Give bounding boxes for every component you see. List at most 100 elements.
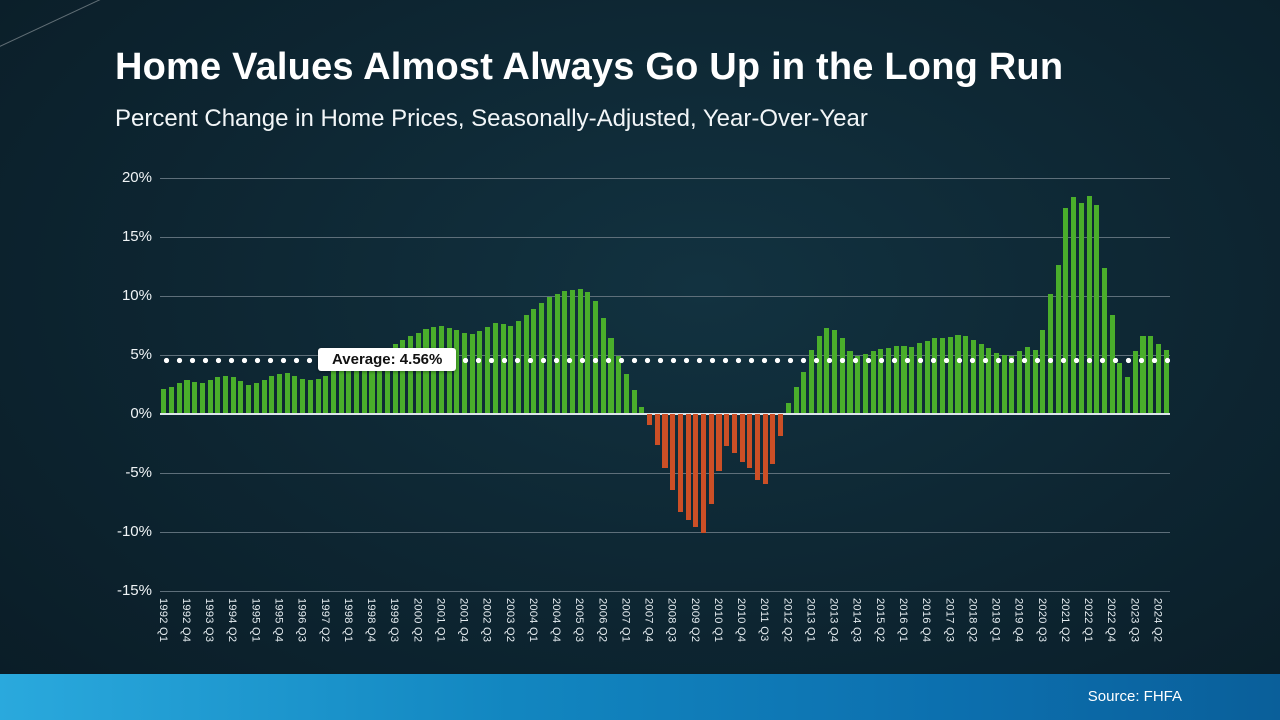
bar — [330, 369, 336, 413]
y-axis-tick-label: -15% — [116, 582, 152, 599]
bar — [485, 326, 491, 413]
bar — [1040, 330, 1046, 413]
bar — [346, 356, 352, 413]
x-axis-tick-label: 2012 Q2 — [781, 598, 794, 643]
bar — [184, 379, 190, 413]
bar — [1117, 363, 1123, 413]
bar — [400, 339, 406, 413]
footer-bar: Source: FHFA — [0, 674, 1280, 720]
x-axis-tick-label: 1996 Q3 — [295, 598, 308, 643]
bar — [377, 350, 383, 413]
bar — [616, 356, 622, 413]
bar — [1047, 293, 1054, 413]
bar — [1148, 336, 1154, 413]
bar — [647, 414, 653, 425]
bar — [708, 414, 714, 504]
bar — [408, 336, 414, 413]
bar — [893, 345, 899, 413]
bar — [993, 352, 1000, 413]
bar — [169, 386, 175, 413]
x-axis-tick-label: 2006 Q2 — [596, 598, 609, 643]
bar — [785, 403, 791, 413]
bar — [515, 320, 522, 413]
bar — [832, 330, 838, 413]
x-axis-tick-label: 2004 Q4 — [550, 598, 563, 643]
x-axis-tick-label: 2013 Q4 — [827, 598, 840, 643]
bar — [569, 290, 575, 413]
gridline — [160, 354, 1170, 356]
bar — [1063, 207, 1069, 413]
bar — [855, 356, 861, 413]
y-axis-tick-label: 15% — [121, 228, 152, 245]
y-axis-tick-label: 10% — [121, 287, 152, 304]
bar — [300, 378, 306, 413]
gridline — [160, 472, 1170, 474]
bar — [354, 352, 360, 413]
bar — [261, 379, 267, 413]
bar — [222, 376, 229, 413]
y-axis-tick-label: -5% — [125, 464, 152, 481]
bar — [415, 332, 421, 413]
bar — [192, 382, 198, 413]
bar — [269, 376, 275, 413]
x-axis-tick-label: 1998 Q4 — [365, 598, 378, 643]
bar — [1055, 265, 1061, 413]
bar — [724, 414, 730, 446]
bar — [978, 344, 984, 413]
x-axis-tick-label: 2014 Q3 — [850, 598, 863, 643]
bar — [562, 291, 568, 413]
x-axis-tick-label: 2016 Q1 — [897, 598, 909, 643]
bar — [639, 406, 645, 413]
bar — [469, 333, 475, 413]
x-axis-tick-label: 2017 Q3 — [943, 598, 956, 643]
bar — [554, 293, 560, 413]
plot-area: Average: 4.56% 20% 15% 10% 5% 0% -5% -10% -15% 1… — [117, 169, 1170, 642]
x-axis-tick-label: 2018 Q2 — [966, 598, 979, 643]
bar — [816, 336, 822, 413]
x-axis-tick-label: 2024 Q2 — [1151, 598, 1164, 643]
x-axis-tick-label: 1992 Q4 — [179, 598, 192, 643]
x-axis-tick-label: 2009 Q2 — [688, 598, 701, 643]
x-axis-tick-label: 2013 Q1 — [804, 598, 817, 643]
x-axis-tick-label: 2001 Q1 — [434, 598, 447, 643]
y-axis-tick-label: 0% — [130, 405, 152, 422]
bar — [762, 414, 768, 484]
bar — [1094, 205, 1100, 413]
bar — [693, 414, 699, 528]
bar — [392, 344, 398, 413]
source-credit: Source: FHFA — [1087, 688, 1182, 705]
bar — [916, 343, 922, 413]
gridline — [160, 295, 1170, 297]
bar — [839, 338, 845, 413]
bar — [716, 414, 722, 471]
bar — [770, 414, 776, 464]
bar — [1155, 344, 1161, 413]
bar — [1024, 346, 1030, 413]
x-axis-tick-label: 1998 Q1 — [341, 598, 354, 643]
bar — [955, 334, 961, 413]
bar — [847, 351, 853, 413]
bar — [1001, 355, 1007, 413]
bar — [523, 314, 529, 413]
x-axis-tick-label: 2010 Q1 — [711, 598, 724, 643]
page-title: Home Values Almost Always Go Up in the L… — [115, 46, 1064, 88]
x-axis-tick-label: 2022 Q1 — [1082, 598, 1095, 643]
x-axis-tick-label: 1995 Q4 — [272, 598, 285, 643]
bar — [253, 383, 259, 413]
bar — [701, 414, 707, 534]
bar — [824, 327, 830, 413]
bar — [909, 346, 915, 413]
x-axis-tick-label: 2015 Q2 — [873, 598, 886, 643]
x-axis-tick-label: 1992 Q1 — [156, 598, 169, 643]
x-axis-tick-label: 2007 Q4 — [642, 598, 655, 643]
bar — [940, 338, 946, 413]
x-axis-tick-label: 2003 Q2 — [503, 598, 516, 643]
bar — [608, 338, 614, 413]
bar — [1163, 350, 1169, 413]
x-axis-tick-label: 2008 Q3 — [665, 598, 678, 643]
gridline — [160, 531, 1170, 533]
bar — [901, 345, 907, 413]
x-axis-tick-label: 2002 Q3 — [480, 598, 493, 643]
bar — [801, 371, 807, 413]
bar — [338, 362, 344, 413]
